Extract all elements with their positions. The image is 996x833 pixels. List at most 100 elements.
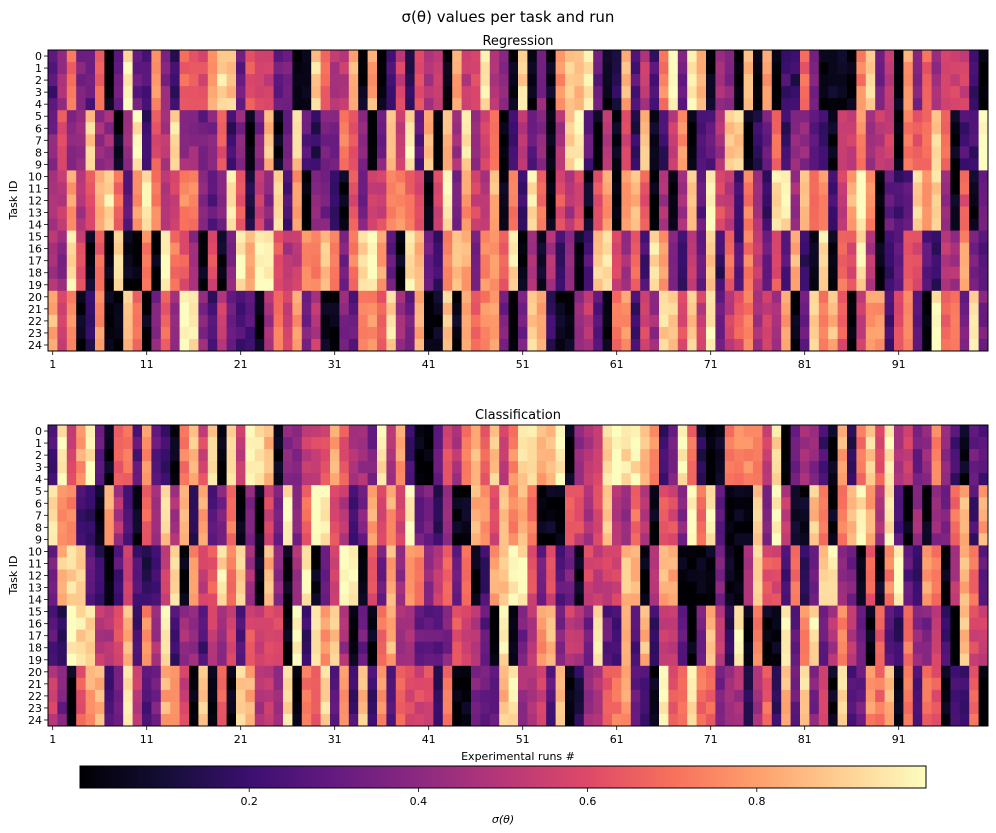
heatmap-cell (95, 461, 105, 474)
heatmap-cell (809, 182, 820, 195)
heatmap-cell (903, 509, 914, 522)
heatmap-cell (283, 557, 293, 570)
heatmap-cell (828, 194, 838, 207)
heatmap-cell (518, 314, 528, 328)
heatmap-cell (696, 86, 707, 99)
heatmap-cell (132, 581, 143, 594)
heatmap-cell (311, 713, 321, 727)
heatmap-cell (734, 158, 744, 171)
heatmap-cell (668, 449, 679, 462)
heatmap-cell (292, 497, 303, 510)
heatmap-cell (903, 50, 914, 63)
heatmap-cell (771, 581, 782, 594)
heatmap-cell (621, 302, 632, 316)
heatmap-cell (593, 521, 603, 534)
heatmap-cell (640, 689, 650, 703)
heatmap-cell (414, 206, 425, 219)
heatmap-cell (151, 689, 162, 703)
heatmap-cell (198, 641, 209, 655)
heatmap-cell (226, 461, 237, 474)
heatmap-cell (856, 62, 867, 75)
heatmap-cell (696, 134, 707, 147)
heatmap-cell (142, 557, 152, 570)
heatmap-cell (452, 146, 462, 159)
heatmap-cell (847, 689, 857, 703)
heatmap-cell (151, 617, 162, 631)
heatmap-cell (405, 557, 415, 570)
heatmap-cell (640, 617, 650, 631)
heatmap-cell (800, 641, 810, 655)
heatmap-cell (809, 665, 820, 679)
heatmap-cell (85, 713, 96, 727)
heatmap-cell (602, 230, 613, 244)
heatmap-cell (499, 134, 509, 147)
heatmap-cell (57, 701, 68, 715)
heatmap-cell (856, 170, 867, 183)
heatmap-cell (884, 254, 895, 268)
heatmap-cell (602, 134, 613, 147)
heatmap-cell (170, 86, 180, 99)
heatmap-cell (217, 278, 227, 292)
heatmap-cell (922, 701, 932, 715)
heatmap-cell (489, 449, 500, 462)
heatmap-cell (536, 569, 547, 582)
heatmap-cell (818, 701, 829, 715)
heatmap-cell (132, 338, 143, 352)
heatmap-cell (217, 98, 227, 111)
heatmap-cell (959, 242, 970, 256)
heatmap-cell (179, 110, 190, 123)
heatmap-cell (922, 689, 932, 703)
heatmap-cell (339, 170, 350, 183)
heatmap-cell (706, 593, 716, 606)
heatmap-cell (452, 437, 462, 450)
heatmap-cell (508, 50, 519, 63)
heatmap-cell (809, 158, 820, 171)
heatmap-cell (884, 230, 895, 244)
heatmap-cell (123, 713, 133, 727)
heatmap-cell (612, 437, 622, 450)
heatmap-cell (142, 677, 152, 691)
heatmap-cell (630, 182, 641, 195)
heatmap-cell (198, 182, 209, 195)
heatmap-cell (565, 278, 575, 292)
heatmap-cell (348, 182, 359, 195)
heatmap-cell (386, 605, 397, 619)
heatmap-cell (151, 170, 162, 183)
heatmap-cell (189, 497, 199, 510)
heatmap-cell (912, 326, 923, 340)
heatmap-cell (903, 182, 914, 195)
heatmap-cell (771, 110, 782, 123)
heatmap-cell (170, 98, 180, 111)
heatmap-cell (847, 182, 857, 195)
heatmap-cell (583, 473, 594, 486)
heatmap-cell (612, 629, 622, 643)
x-tick-label: 91 (892, 358, 906, 371)
heatmap-cell (687, 701, 697, 715)
heatmap-cell (48, 653, 58, 667)
heatmap-cell (969, 314, 979, 328)
heatmap-cell (612, 302, 622, 316)
heatmap-cell (790, 98, 801, 111)
heatmap-cell (348, 218, 359, 231)
heatmap-cell (264, 62, 274, 75)
heatmap-cell (630, 86, 641, 99)
heatmap-cell (123, 98, 133, 111)
heatmap-cell (160, 62, 171, 75)
heatmap-cell (508, 98, 519, 111)
heatmap-cell (950, 242, 961, 256)
heatmap-cell (583, 545, 594, 558)
heatmap-cell (273, 449, 284, 462)
heatmap-cell (348, 230, 359, 244)
heatmap-cell (395, 593, 406, 606)
heatmap-cell (602, 569, 613, 582)
heatmap-cell (170, 314, 180, 328)
heatmap-cell (696, 278, 707, 292)
heatmap-cell (311, 134, 321, 147)
heatmap-cell (179, 713, 190, 727)
heatmap-cell (452, 485, 462, 498)
heatmap-cell (273, 629, 284, 643)
heatmap-cell (640, 74, 650, 87)
heatmap-cell (66, 278, 77, 292)
heatmap-cell (593, 593, 603, 606)
heatmap-cell (602, 206, 613, 219)
